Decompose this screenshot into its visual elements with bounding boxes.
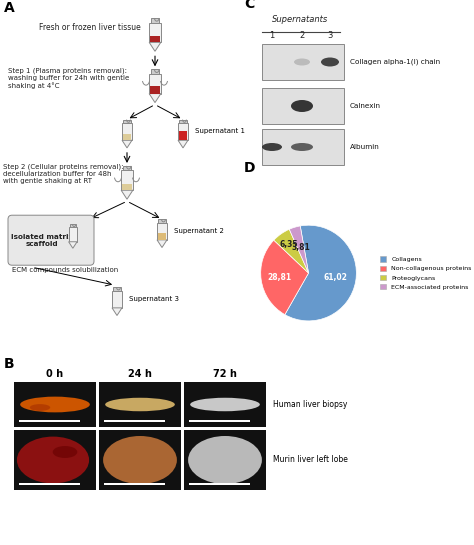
Bar xyxy=(158,219,166,223)
Bar xyxy=(151,69,159,74)
Wedge shape xyxy=(285,225,356,321)
Ellipse shape xyxy=(53,446,77,458)
Text: 3: 3 xyxy=(328,31,333,40)
Bar xyxy=(122,123,132,140)
Bar xyxy=(121,171,133,190)
Text: Murin liver left lobe: Murin liver left lobe xyxy=(273,456,348,464)
Ellipse shape xyxy=(103,436,177,484)
Polygon shape xyxy=(157,240,167,247)
Bar xyxy=(19,483,81,485)
Text: Albumin: Albumin xyxy=(350,144,380,150)
Wedge shape xyxy=(274,229,309,273)
Text: D: D xyxy=(244,161,255,175)
Bar xyxy=(262,44,344,80)
Bar xyxy=(189,420,250,422)
Text: Step 1 (Plasma proteins removal):
washing buffer for 24h with gentle
shaking at : Step 1 (Plasma proteins removal): washin… xyxy=(8,67,129,89)
Ellipse shape xyxy=(188,436,262,484)
Bar xyxy=(104,483,165,485)
Text: 1: 1 xyxy=(269,31,274,40)
Text: ECM compounds solubilization: ECM compounds solubilization xyxy=(12,267,118,273)
Bar xyxy=(151,18,159,22)
Bar xyxy=(178,123,188,140)
Polygon shape xyxy=(121,190,133,199)
Text: Supernatant 1: Supernatant 1 xyxy=(195,128,245,134)
Text: Collagen alpha-1(I) chain: Collagen alpha-1(I) chain xyxy=(350,59,440,65)
Wedge shape xyxy=(261,240,309,314)
Ellipse shape xyxy=(105,398,175,411)
Text: B: B xyxy=(4,357,15,371)
Polygon shape xyxy=(149,43,161,51)
Bar xyxy=(112,291,122,308)
Bar xyxy=(149,74,161,94)
Bar xyxy=(19,420,81,422)
Bar xyxy=(189,483,250,485)
Legend: Collagens, Non-collagenous proteins, Proteoglycans, ECM-associated proteins: Collagens, Non-collagenous proteins, Pro… xyxy=(377,254,474,292)
Text: 28,81: 28,81 xyxy=(267,273,291,282)
Bar xyxy=(262,129,344,165)
Ellipse shape xyxy=(294,58,310,65)
Bar xyxy=(14,382,96,427)
Text: 0 h: 0 h xyxy=(46,369,64,379)
Bar xyxy=(184,382,266,427)
Text: 6,35: 6,35 xyxy=(280,240,298,250)
Text: C: C xyxy=(244,0,254,11)
Bar xyxy=(157,223,167,240)
Bar xyxy=(70,224,76,227)
Ellipse shape xyxy=(190,398,260,411)
Bar xyxy=(150,86,160,94)
Bar xyxy=(99,430,181,490)
Text: Supernatant 3: Supernatant 3 xyxy=(129,296,179,302)
Text: 61,02: 61,02 xyxy=(324,273,348,282)
Ellipse shape xyxy=(17,437,89,483)
Polygon shape xyxy=(178,140,188,148)
Bar xyxy=(113,287,121,291)
Text: Calnexin: Calnexin xyxy=(350,103,381,109)
Bar xyxy=(157,233,166,240)
Text: Fresh or frozen liver tissue: Fresh or frozen liver tissue xyxy=(39,23,141,32)
Bar xyxy=(99,382,181,427)
Bar xyxy=(123,166,131,171)
Bar xyxy=(179,119,187,123)
Ellipse shape xyxy=(291,100,313,112)
Text: 72 h: 72 h xyxy=(213,369,237,379)
Bar xyxy=(184,430,266,490)
Bar xyxy=(149,22,161,43)
Bar xyxy=(150,37,160,43)
Ellipse shape xyxy=(262,143,282,151)
Ellipse shape xyxy=(291,143,313,151)
Text: Supernatants: Supernatants xyxy=(272,15,328,24)
Bar xyxy=(104,420,165,422)
Bar xyxy=(262,88,344,124)
Wedge shape xyxy=(289,226,309,273)
Bar xyxy=(69,227,77,242)
Text: Supernatant 2: Supernatant 2 xyxy=(174,228,224,234)
Text: Human liver biopsy: Human liver biopsy xyxy=(273,400,347,409)
Polygon shape xyxy=(122,140,132,148)
Polygon shape xyxy=(149,94,161,102)
Ellipse shape xyxy=(30,404,50,411)
Polygon shape xyxy=(112,308,122,316)
Polygon shape xyxy=(69,242,77,249)
Bar xyxy=(122,135,131,140)
Text: A: A xyxy=(4,1,15,15)
Ellipse shape xyxy=(20,397,90,413)
Text: 2: 2 xyxy=(300,31,305,40)
Text: 24 h: 24 h xyxy=(128,369,152,379)
Text: Step 2 (Cellular proteins removal):
decellularization buffer for 48h
with gentle: Step 2 (Cellular proteins removal): dece… xyxy=(3,164,124,184)
Text: 3,81: 3,81 xyxy=(292,244,310,252)
Text: Isolated matrix
scaffold: Isolated matrix scaffold xyxy=(10,234,73,247)
FancyBboxPatch shape xyxy=(8,215,94,265)
Ellipse shape xyxy=(321,58,339,66)
Bar xyxy=(123,119,131,123)
Bar xyxy=(122,184,132,190)
Bar xyxy=(179,131,188,140)
Bar xyxy=(14,430,96,490)
